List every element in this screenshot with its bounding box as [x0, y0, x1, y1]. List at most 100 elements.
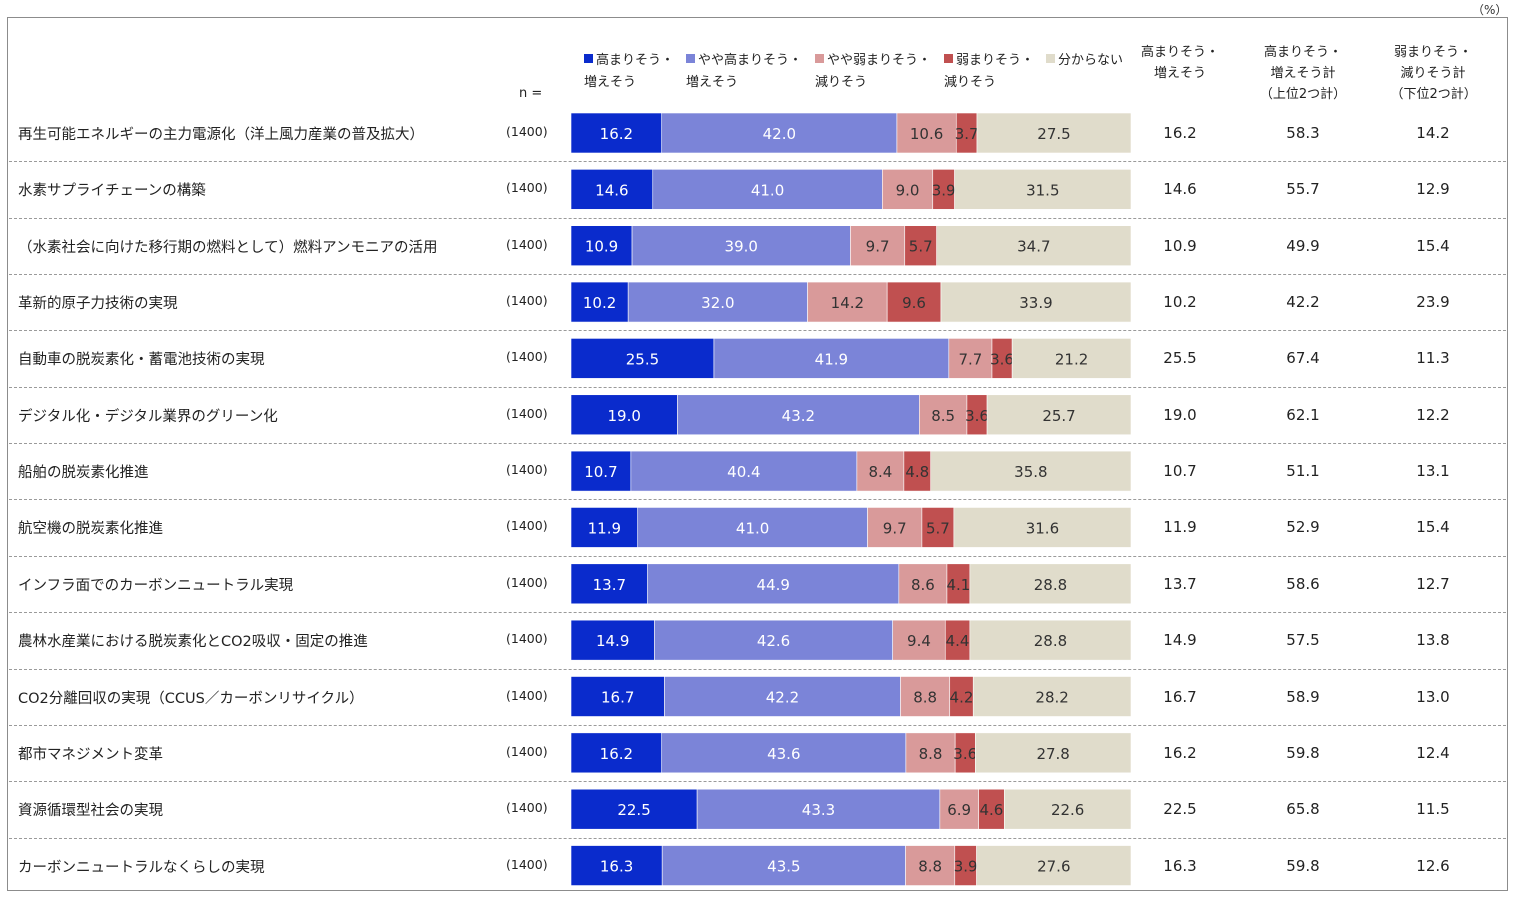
legend-item-weak: 弱まりそう・ 減りそう [944, 50, 1034, 94]
somewhat-high-segment [652, 169, 883, 210]
summary-value: 10.7 [1163, 462, 1197, 481]
summary-value: 13.8 [1416, 631, 1450, 650]
summary-value: 16.2 [1163, 743, 1197, 762]
segment-value-label: 41.0 [736, 519, 769, 537]
segment-value-label: 14.2 [831, 294, 864, 312]
summary-value: 10.9 [1163, 236, 1197, 255]
segment-value-label: 3.6 [990, 350, 1014, 368]
column-header-top2: 高まりそう・ 増えそう計 （上位2つ計） [1259, 45, 1347, 102]
legend-item-somewhat-weak: やや弱まりそう・ 減りそう [815, 50, 931, 94]
weak-segment [904, 225, 937, 266]
segment-value-label: 42.2 [766, 689, 799, 707]
weak-segment [944, 619, 971, 661]
high-segment [570, 338, 715, 379]
summary-value: 13.0 [1416, 687, 1450, 706]
unknown-segment [1011, 338, 1132, 379]
row-n-value: (1400) [506, 462, 548, 478]
segment-value-label: 9.4 [907, 632, 931, 650]
segment-value-label: 9.7 [883, 519, 907, 537]
segment-value-label: 8.5 [931, 407, 955, 425]
somewhat-weak-segment [896, 112, 957, 154]
summary-value: 65.8 [1286, 800, 1320, 819]
high-segment [570, 169, 654, 210]
high-segment [570, 225, 633, 266]
segment-value-label: 22.5 [617, 801, 650, 819]
column-header-bottom2: 弱まりそう・ 減りそう計 （下位2つ計） [1390, 45, 1477, 102]
row-label: 再生可能エネルギーの主力電源化（洋上風力産業の普及拡大） [18, 127, 424, 143]
row-label: 農林水産業における脱炭素化とCO2吸収・固定の推進 [18, 634, 368, 651]
row-label: （水素社会に向けた移行期の燃料として）燃料アンモニアの活用 [18, 239, 438, 256]
segment-value-label: 31.6 [1026, 519, 1059, 537]
row-separator [9, 217, 1506, 219]
unknown-segment [953, 507, 1132, 548]
somewhat-weak-segment [900, 676, 951, 717]
summary-value: 51.1 [1286, 462, 1320, 481]
unit-label: （%） [1472, 3, 1508, 17]
segment-value-label: 13.7 [593, 576, 626, 594]
segment-value-label: 31.5 [1026, 181, 1059, 199]
high-segment [570, 112, 663, 154]
row-label: 船舶の脱炭素化推進 [18, 465, 149, 482]
summary-value: 62.1 [1286, 405, 1320, 424]
segment-value-label: 21.2 [1055, 350, 1088, 368]
summary-value: 14.6 [1163, 180, 1197, 199]
high-segment [570, 732, 663, 774]
segment-value-label: 8.4 [868, 463, 892, 481]
summary-value: 58.9 [1286, 687, 1320, 706]
summary-value: 12.9 [1416, 180, 1450, 199]
high-segment [570, 676, 665, 717]
somewhat-high-segment [713, 338, 950, 379]
summary-value: 13.7 [1163, 574, 1197, 593]
legend-swatch [686, 54, 695, 63]
row-n-value: (1400) [506, 236, 548, 252]
summary-value: 59.8 [1286, 856, 1320, 875]
n-header: n = [519, 86, 543, 101]
weak-segment [886, 281, 942, 323]
segment-value-label: 8.6 [911, 576, 935, 594]
summary-value: 49.9 [1286, 236, 1320, 255]
summary-value: 19.0 [1163, 405, 1197, 424]
somewhat-weak-segment [856, 450, 905, 492]
segment-value-label: 3.9 [954, 858, 978, 876]
segment-value-label: 16.2 [600, 745, 633, 763]
segment-value-label: 42.0 [763, 125, 796, 143]
segment-value-label: 44.9 [757, 576, 790, 594]
segment-value-label: 25.5 [626, 350, 659, 368]
unknown-segment [940, 281, 1132, 323]
segment-value-label: 6.9 [947, 801, 971, 819]
row-separator [9, 837, 1506, 839]
segment-value-label: 39.0 [725, 238, 758, 256]
summary-value: 11.9 [1163, 518, 1197, 537]
summary-value: 11.5 [1416, 800, 1450, 819]
summary-value: 16.2 [1163, 124, 1197, 142]
somewhat-high-segment [661, 845, 906, 886]
unknown-segment [986, 394, 1132, 436]
somewhat-weak-segment [807, 281, 888, 323]
row-separator [9, 386, 1506, 388]
row-separator [9, 612, 1506, 614]
summary-value: 58.6 [1286, 574, 1320, 593]
somewhat-high-segment [696, 788, 941, 830]
somewhat-high-segment [631, 225, 851, 266]
segment-value-label: 9.6 [902, 294, 926, 312]
segment-value-label: 41.9 [815, 350, 848, 368]
segment-value-label: 27.6 [1037, 858, 1070, 876]
row-label: 自動車の脱炭素化・蓄電池技術の実現 [18, 352, 265, 369]
summary-value: 10.2 [1163, 293, 1197, 312]
summary-value: 59.8 [1286, 743, 1320, 762]
weak-segment [978, 788, 1005, 830]
high-segment [570, 845, 663, 886]
summary-value: 14.2 [1416, 124, 1450, 142]
somewhat-weak-segment [892, 619, 946, 661]
somewhat-high-segment [661, 732, 907, 774]
row-label: 水素サプライチェーンの構築 [18, 183, 206, 200]
high-segment [570, 619, 655, 661]
summary-value: 16.7 [1163, 687, 1197, 706]
summary-value: 42.2 [1286, 293, 1320, 312]
row-separator [9, 668, 1506, 670]
row-n-value: (1400) [506, 180, 548, 196]
row-n-value: (1400) [506, 124, 548, 139]
summary-value: 12.2 [1416, 405, 1450, 424]
legend-item-unknown: 分からない [1046, 50, 1123, 72]
high-segment [570, 788, 698, 830]
